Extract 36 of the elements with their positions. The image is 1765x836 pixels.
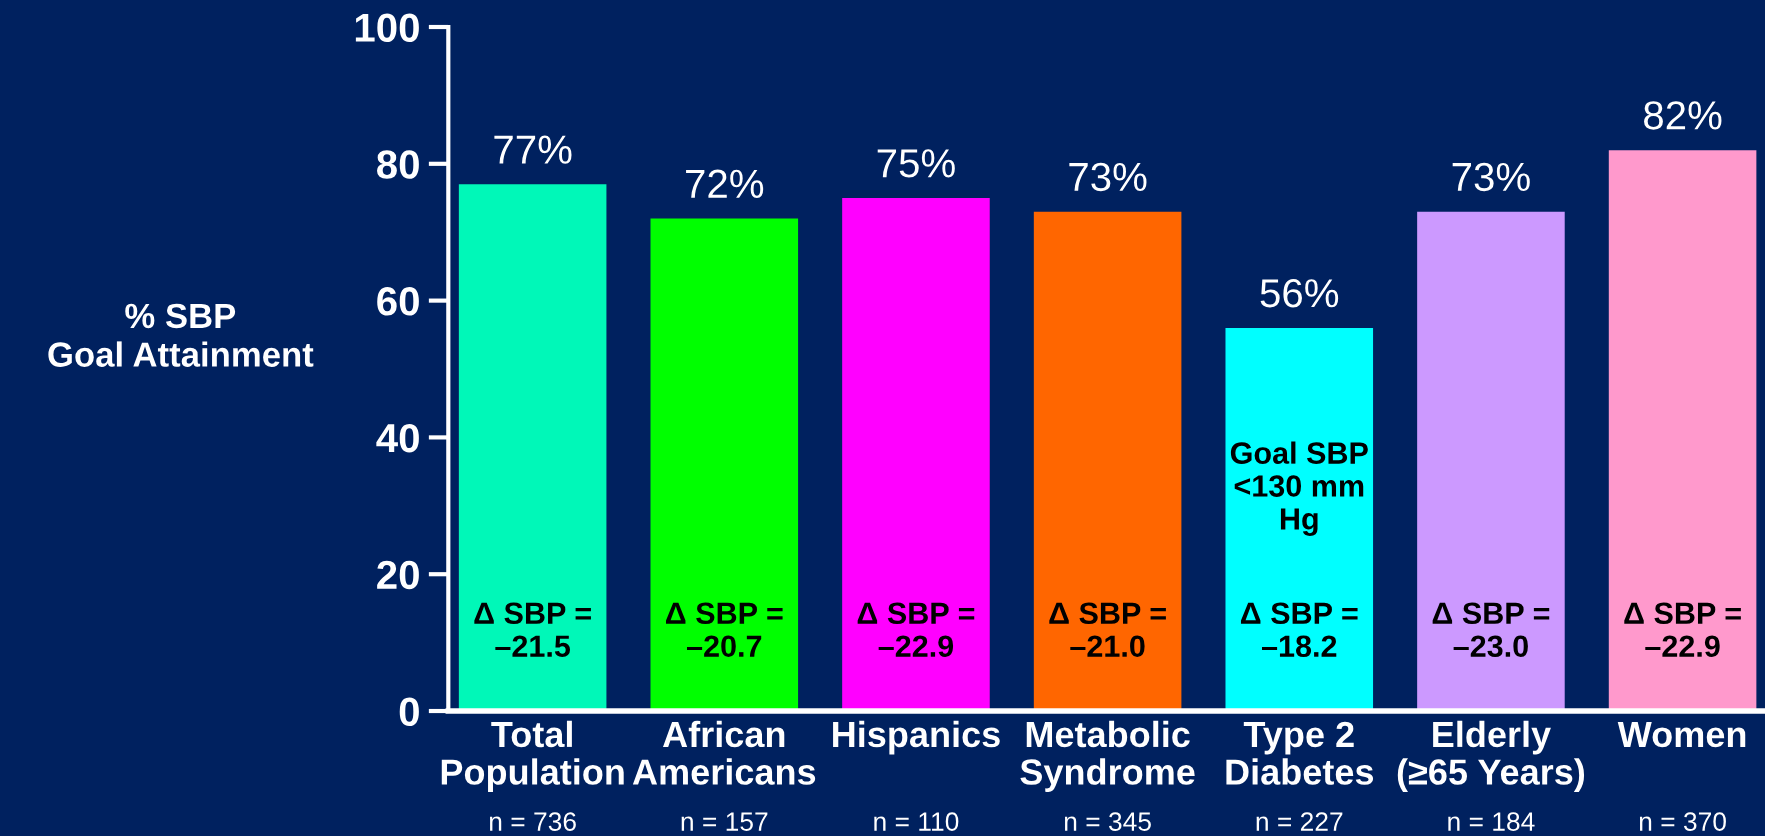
- x-tick-label: Total Population: [441, 720, 624, 792]
- annotation: Δ SBP = –21.0: [1049, 602, 1166, 658]
- x-tick-label: Type 2 Diabetes: [1226, 721, 1374, 785]
- x-tick-label: Hispanics: [833, 720, 1000, 755]
- text: n = 227: [1256, 812, 1343, 831]
- y-tick-label: 60: [377, 287, 419, 316]
- data-label: 56%: [1260, 278, 1339, 308]
- annotation: Δ SBP = –22.9: [1624, 602, 1741, 658]
- y-tick-label: 0: [399, 697, 419, 727]
- annotation: Δ SBP = –18.2: [1240, 602, 1358, 658]
- data-label: 73%: [1069, 162, 1147, 192]
- annotation: Goal SBP <130 mm Hg: [1230, 441, 1368, 536]
- annotation: Δ SBP = –23.0: [1432, 602, 1550, 658]
- y-tick-label: 20: [377, 560, 419, 590]
- y-tick-label: 40: [376, 423, 419, 453]
- x-tick-label: African Americans: [632, 720, 816, 785]
- data-label: 72%: [686, 169, 764, 198]
- annotation: Δ SBP = –20.7: [665, 602, 783, 658]
- y-axis-title: % SBP Goal Attainment: [48, 303, 314, 367]
- text: n = 736: [490, 812, 576, 831]
- data-label: 77%: [494, 135, 572, 164]
- annotation: Δ SBP = –22.9: [857, 602, 975, 658]
- text: n = 184: [1448, 812, 1535, 831]
- data-label: 73%: [1452, 162, 1530, 192]
- annotation: Δ SBP = –21.5: [474, 602, 591, 658]
- y-tick-label: 80: [377, 150, 419, 179]
- text: n = 345: [1064, 812, 1151, 831]
- y-tick-label: 100: [355, 13, 419, 42]
- x-tick-label: Women: [1617, 722, 1746, 748]
- x-tick-label: Metabolic Syndrome: [1020, 720, 1195, 792]
- data-label: 75%: [877, 149, 955, 178]
- text: n = 370: [1639, 812, 1726, 831]
- text: n = 157: [681, 812, 768, 831]
- x-tick-label: Elderly (≥65 Years): [1397, 720, 1585, 792]
- data-label: 82%: [1644, 101, 1722, 130]
- text: n = 110: [874, 812, 959, 831]
